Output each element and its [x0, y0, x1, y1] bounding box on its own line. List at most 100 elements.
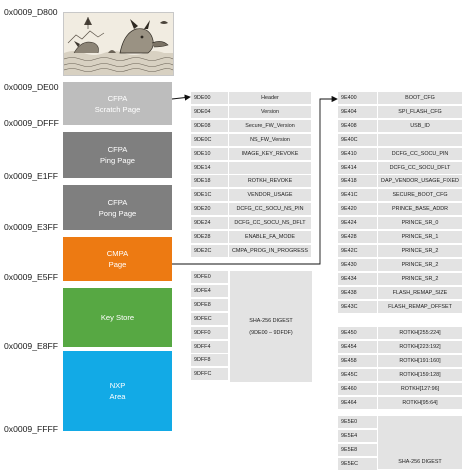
field-name — [229, 161, 311, 174]
field-address: 9E42C — [338, 244, 377, 257]
block-title: NXP — [109, 381, 126, 390]
field-row: 9E428 PRINCE_SR_1 — [338, 231, 462, 243]
field-address: 9E450 — [338, 327, 377, 339]
address-label: 0x0009_D800 — [4, 7, 58, 17]
field-name: DCFG_CC_SOCU_PIN — [378, 147, 462, 160]
field-address: 9DE28 — [191, 231, 228, 243]
field-address: 9DFE4 — [191, 284, 228, 297]
field-row: 9DFEC — [191, 312, 228, 325]
field-row: 9DE0C NS_FW_Version — [191, 133, 311, 146]
field-row: 9E414 DCFG_CC_SOCU_DFLT — [338, 161, 462, 174]
block-subtitle: Scratch Page — [94, 104, 141, 114]
field-name: ROTKH[95:64] — [378, 396, 462, 409]
nxp-area-block: NXP Area — [63, 351, 172, 431]
field-name: PRINCE_SR_2 — [378, 244, 462, 257]
field-row: 9DFF4 — [191, 340, 228, 353]
field-address: 9E414 — [338, 161, 377, 174]
field-address: 9DE08 — [191, 119, 228, 132]
field-row: 9DE28 ENABLE_FA_MODE — [191, 231, 311, 243]
cfpa-ping-page-block: CFPA Ping Page — [63, 132, 172, 178]
field-row: 9E454 ROTKH[223:192] — [338, 340, 462, 353]
field-row: 9DE24 DCFG_CC_SOCU_NS_DFLT — [191, 217, 311, 230]
field-row: 9DFFC — [191, 368, 228, 381]
field-address: 9E458 — [338, 354, 377, 367]
field-address: 9E5E0 — [338, 416, 377, 428]
field-name: FLASH_REMAP_SIZE — [378, 286, 462, 299]
field-name: IMAGE_KEY_REVOKE — [229, 147, 311, 160]
field-name: ROTKH_REVOKE — [229, 175, 311, 188]
field-row: 9DFE0 — [191, 271, 228, 283]
block-title: CFPA — [107, 145, 128, 154]
address-label: 0x0009_DE00 — [4, 82, 59, 92]
field-name: ROTKH[159:128] — [378, 368, 462, 381]
field-name: DCFG_CC_SOCU_DFLT — [378, 161, 462, 174]
field-address: 9E5E4 — [338, 429, 377, 442]
field-row: 9E43C FLASH_REMAP_OFFSET — [338, 300, 462, 313]
key-store-block: Key Store — [63, 288, 172, 347]
field-row: 9E420 PRINCE_BASE_ADDR — [338, 203, 462, 216]
block-subtitle: Page — [108, 260, 127, 269]
field-row: 9DFE4 — [191, 284, 228, 297]
field-row: 9DE2C CMPA_PROG_IN_PROGRESS — [191, 244, 311, 257]
digest-title: SHA-256 DIGEST — [398, 459, 442, 465]
field-name: VENDOR_USAGE — [229, 189, 311, 202]
field-name: ROTKH[255:224] — [378, 327, 462, 339]
field-row: 9E5E4 — [338, 429, 377, 442]
field-row: 9E460 ROTKH[127:96] — [338, 382, 462, 395]
field-row: 9E434 PRINCE_SR_2 — [338, 272, 462, 285]
field-row: 9E424 PRINCE_SR_0 — [338, 217, 462, 230]
field-name: ROTKH[191:160] — [378, 354, 462, 367]
field-address: 9DFE8 — [191, 298, 228, 311]
field-name: NS_FW_Version — [229, 133, 311, 146]
field-row: 9E404 SPI_FLASH_CFG — [338, 105, 462, 118]
field-name: USB_ID — [378, 119, 462, 132]
field-name: ROTKH[223:192] — [378, 340, 462, 353]
field-address: 9E5EC — [338, 457, 377, 470]
field-address: 9DE1C — [191, 189, 228, 202]
field-row: 9E5E8 — [338, 443, 377, 456]
field-address: 9DE2C — [191, 244, 228, 257]
field-address: 9DFF8 — [191, 354, 228, 367]
digest-title: SHA-256 DIGEST — [249, 317, 293, 324]
field-name: SPI_FLASH_CFG — [378, 105, 462, 118]
field-address: 9E434 — [338, 272, 377, 285]
field-address: 9DFEC — [191, 312, 228, 325]
field-row: 9DE00 Header — [191, 92, 311, 104]
field-address: 9DE0C — [191, 133, 228, 146]
cfpa-sha256-digest: SHA-256 DIGEST (9DE00 – 9DFDF) — [230, 271, 312, 382]
field-address: 9DE20 — [191, 203, 228, 216]
cfpa-scratch-page-block: CFPA Scratch Page — [63, 82, 172, 125]
field-name: Version — [229, 105, 311, 118]
field-address: 9E418 — [338, 175, 377, 188]
field-name: PRINCE_BASE_ADDR — [378, 203, 462, 216]
field-row: 9E5E0 — [338, 416, 377, 428]
field-row: 9E458 ROTKH[191:160] — [338, 354, 462, 367]
field-name: ENABLE_FA_MODE — [229, 231, 311, 243]
field-row: 9DE20 DCFG_CC_SOCU_NS_PIN — [191, 203, 311, 216]
block-subtitle: Area — [109, 392, 126, 401]
field-address: 9DFF0 — [191, 326, 228, 339]
field-row: 9DFF0 — [191, 326, 228, 339]
field-address: 9DE14 — [191, 161, 228, 174]
field-row: 9DE08 Secure_FW_Version — [191, 119, 311, 132]
field-row: 9DFF8 — [191, 354, 228, 367]
field-row: 9DE14 — [191, 161, 311, 174]
field-address: 9E404 — [338, 105, 377, 118]
field-address: 9E408 — [338, 119, 377, 132]
field-address: 9E410 — [338, 147, 377, 160]
field-row: 9E45C ROTKH[159:128] — [338, 368, 462, 381]
field-row: 9DE04 Version — [191, 105, 311, 118]
field-row: 9E408 USB_ID — [338, 119, 462, 132]
field-name: CMPA_PROG_IN_PROGRESS — [229, 244, 311, 257]
field-address: 9E41C — [338, 189, 377, 202]
field-address: 9DE00 — [191, 92, 228, 104]
field-row: 9DE18 ROTKH_REVOKE — [191, 175, 311, 188]
field-name: DAP_VENDOR_USAGE_FIXED — [378, 175, 462, 188]
block-subtitle: Pong Page — [98, 208, 137, 218]
field-address: 9E45C — [338, 368, 377, 381]
field-row: 9E418 DAP_VENDOR_USAGE_FIXED — [338, 175, 462, 188]
field-name: PRINCE_SR_2 — [378, 258, 462, 271]
field-address: 9E460 — [338, 382, 377, 395]
address-label: 0x0009_FFFF — [4, 424, 58, 434]
